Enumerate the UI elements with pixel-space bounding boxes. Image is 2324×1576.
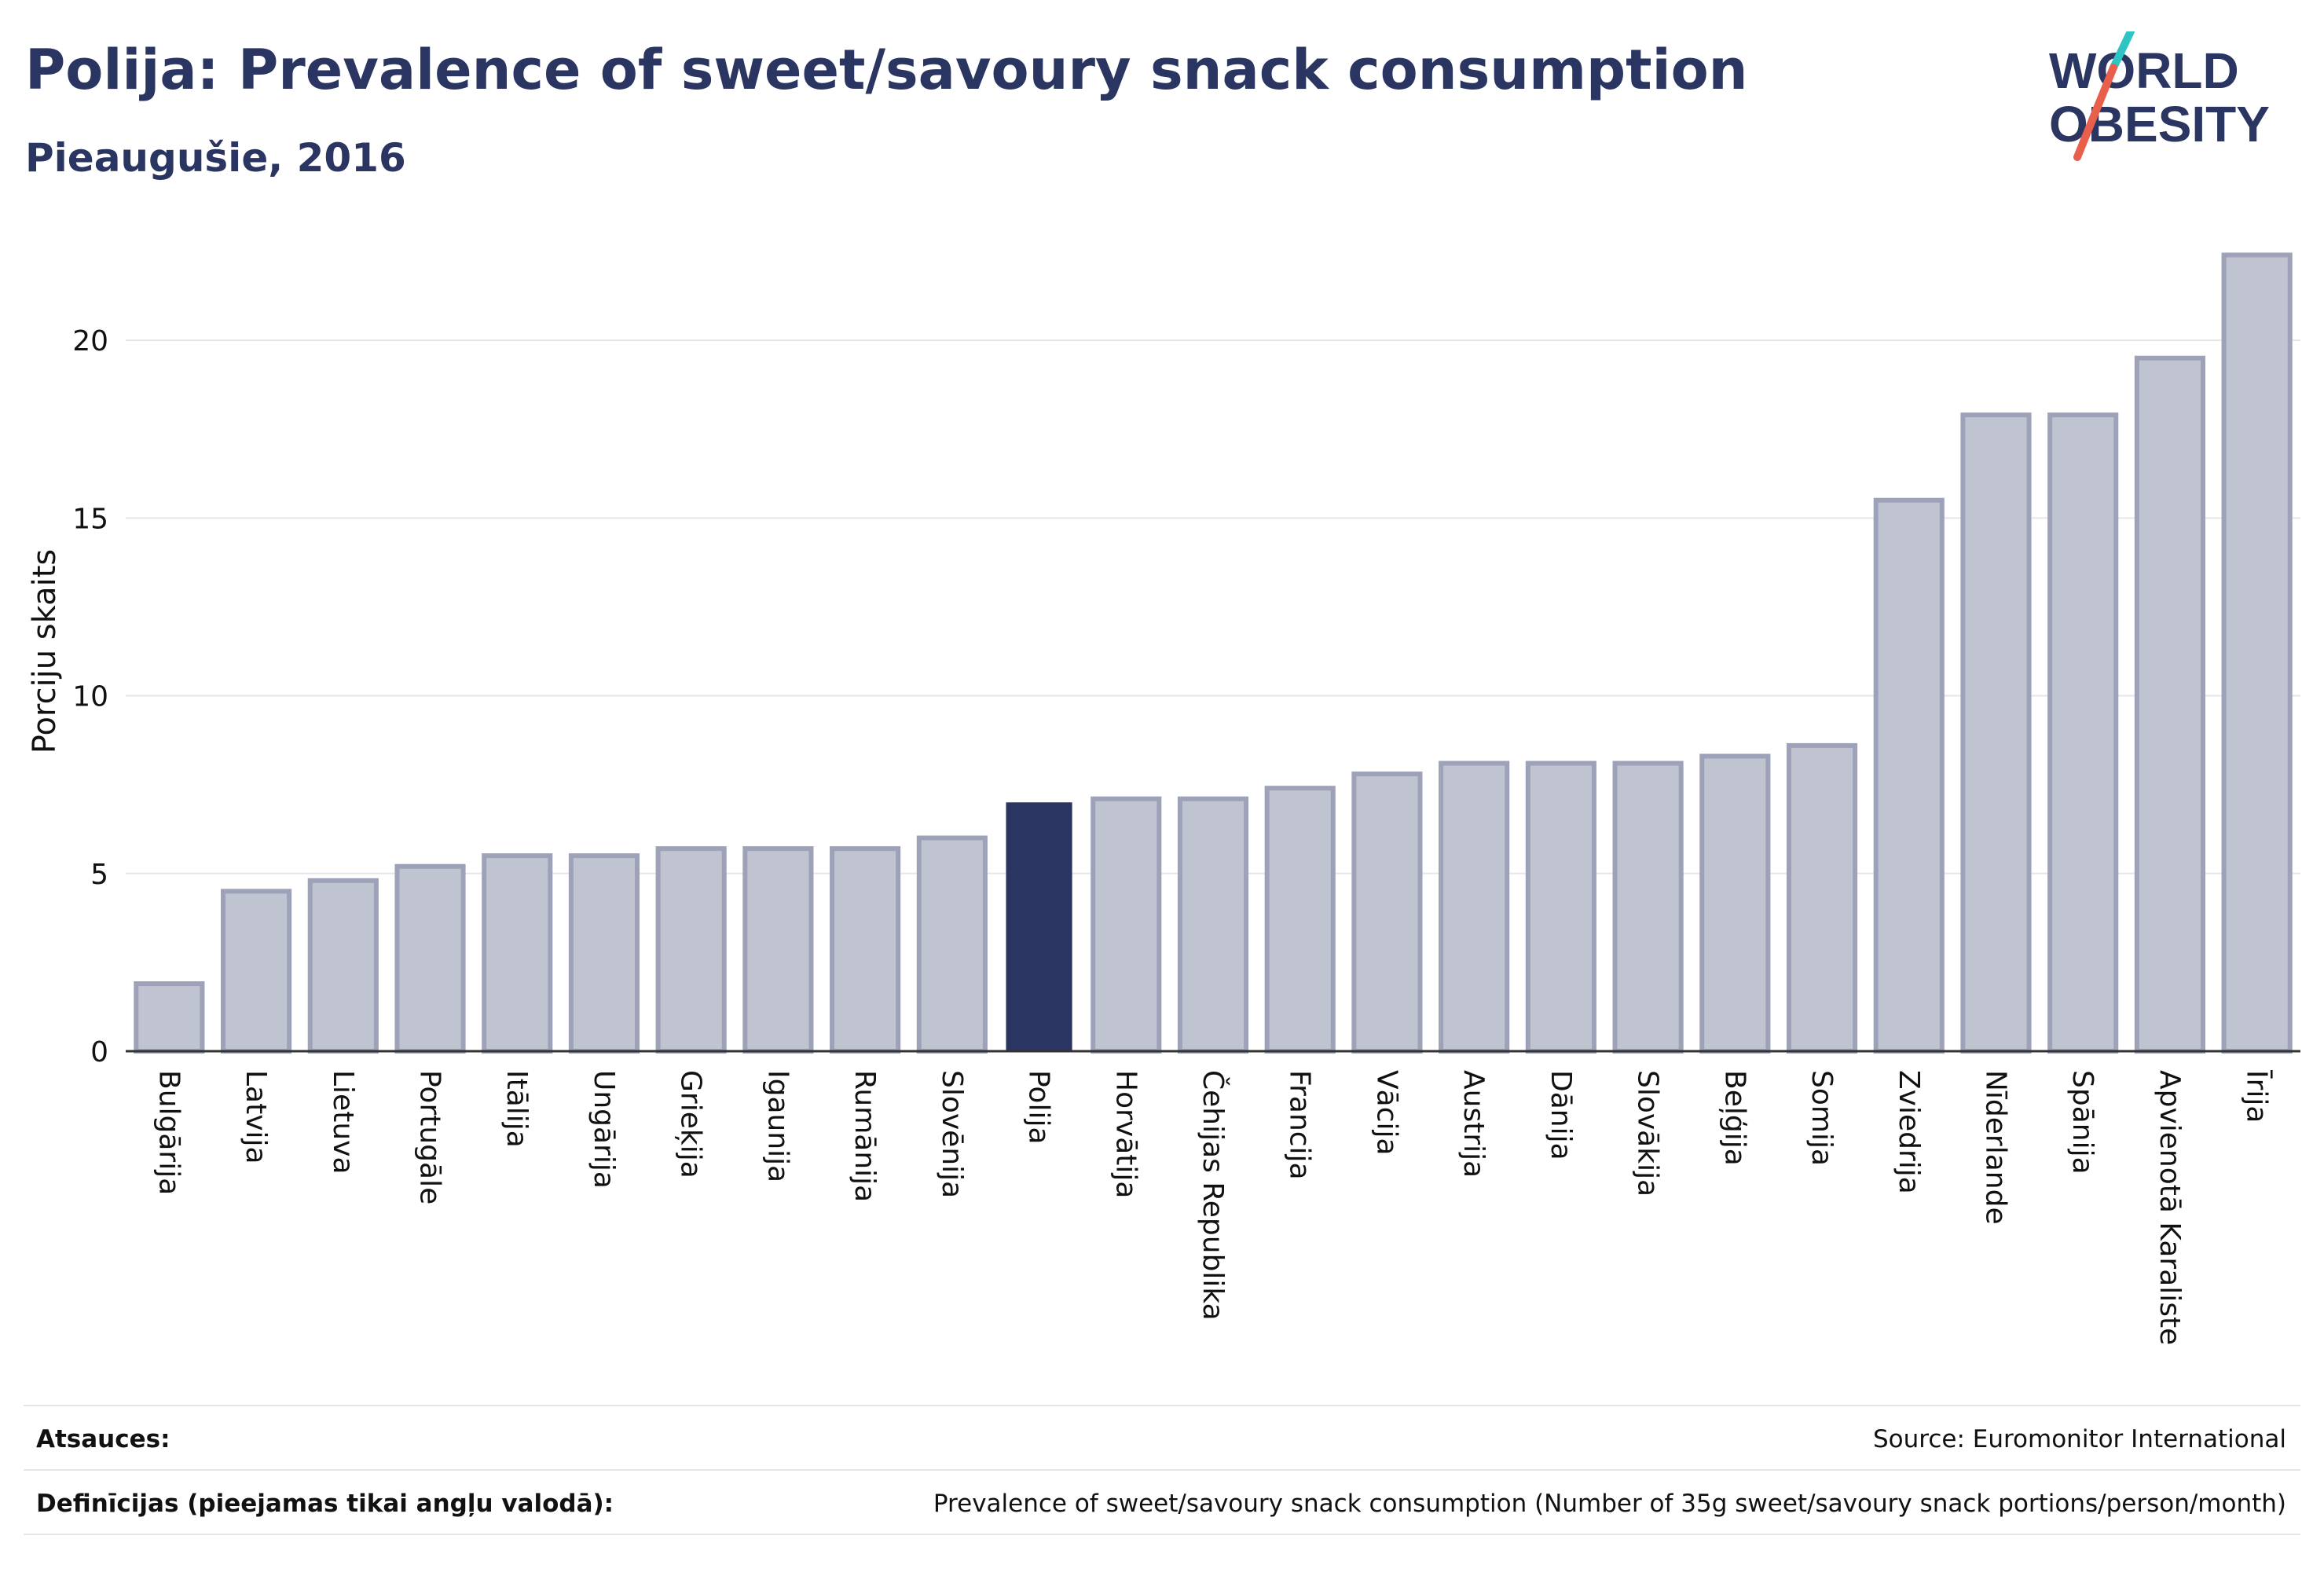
bar xyxy=(1525,761,1596,1054)
bar xyxy=(2221,252,2293,1054)
bar xyxy=(916,835,988,1054)
bar xyxy=(2134,355,2205,1054)
bar xyxy=(830,846,901,1054)
x-tick-label: Grieķija xyxy=(675,1070,707,1178)
y-tick-label: 15 xyxy=(72,503,108,535)
bar xyxy=(134,981,205,1054)
y-tick-label: 0 xyxy=(90,1036,108,1068)
x-tick-label: Dānija xyxy=(1545,1070,1577,1160)
bar xyxy=(1439,761,1510,1054)
definitions-text: Prevalence of sweet/savoury snack consum… xyxy=(933,1490,2286,1518)
x-tick-label: Čehijas Republika xyxy=(1197,1070,1230,1321)
x-tick-label: Slovākija xyxy=(1632,1070,1664,1197)
world-obesity-logo: WORLD OBESITY xyxy=(2049,31,2270,161)
x-tick-label: Vācija xyxy=(1370,1070,1402,1156)
sources-text: Source: Euromonitor International xyxy=(1872,1425,2286,1453)
x-tick-label: Latvija xyxy=(240,1070,272,1164)
bar xyxy=(394,863,466,1054)
bar xyxy=(1351,772,1423,1054)
bar xyxy=(221,889,292,1054)
bar xyxy=(482,853,553,1054)
x-tick-label: Ungārija xyxy=(588,1070,620,1189)
logo-slash-teal xyxy=(2110,31,2135,71)
x-tick-label: Somija xyxy=(1805,1070,1838,1166)
bar xyxy=(1091,796,1162,1054)
x-tick-label: Horvātija xyxy=(1109,1070,1142,1198)
bar xyxy=(742,846,814,1054)
page-title: Polija: Prevalence of sweet/savoury snac… xyxy=(25,38,1748,102)
bar xyxy=(568,853,640,1054)
bar xyxy=(1177,796,1249,1054)
x-tick-label: Apvienotā Karaliste xyxy=(2154,1070,2186,1345)
bar xyxy=(1612,761,1684,1054)
x-tick-label: Bulgārija xyxy=(152,1070,185,1195)
x-tick-label: Austrija xyxy=(1457,1070,1490,1178)
x-tick-label: Īrija xyxy=(2241,1070,2273,1123)
bar xyxy=(655,846,727,1054)
bar xyxy=(1873,497,1945,1054)
logo-text-world: WORLD xyxy=(2049,42,2239,99)
x-tick-label: Beļģija xyxy=(1718,1070,1750,1166)
x-tick-label: Slovēnija xyxy=(936,1070,968,1198)
bar xyxy=(1699,753,1771,1054)
x-tick-label: Lietuva xyxy=(327,1070,359,1175)
y-tick-label: 20 xyxy=(72,325,108,357)
page-subtitle: Pieaugušie, 2016 xyxy=(25,135,406,181)
bar xyxy=(1960,412,2032,1054)
bar-chart: 0 5 10 15 20 Porciju skaits Bulgārija Latvija Li… xyxy=(27,252,2300,1345)
bar xyxy=(2047,412,2119,1054)
x-tick-label: Spānija xyxy=(2066,1070,2099,1175)
bar xyxy=(307,878,379,1054)
x-tick-label: Nīderlande xyxy=(1979,1070,2011,1225)
x-tick-label: Francija xyxy=(1284,1070,1316,1180)
x-tick-label: Portugāle xyxy=(414,1070,446,1204)
footer-divider xyxy=(24,1405,2300,1406)
x-tick-label: Itālija xyxy=(500,1070,533,1148)
y-tick-label: 5 xyxy=(90,859,108,891)
definitions-label: Definīcijas (pieejamas tikai angļu valod… xyxy=(36,1490,614,1518)
y-tick-label: 10 xyxy=(72,681,108,713)
logo-slash-red xyxy=(2073,64,2117,161)
bar xyxy=(1786,742,1858,1054)
x-tick-label: Rumānija xyxy=(849,1070,881,1202)
footer-divider xyxy=(24,1534,2300,1535)
sources-label: Atsauces: xyxy=(36,1425,170,1453)
x-tick-label: Polija xyxy=(1023,1070,1055,1145)
bar xyxy=(1264,786,1336,1054)
bar xyxy=(1006,802,1072,1051)
x-tick-label: Igaunija xyxy=(761,1070,794,1182)
x-tick-label: Zviedrija xyxy=(1893,1070,1925,1194)
footer-divider xyxy=(24,1469,2300,1471)
y-axis-label: Porciju skaits xyxy=(27,549,63,753)
